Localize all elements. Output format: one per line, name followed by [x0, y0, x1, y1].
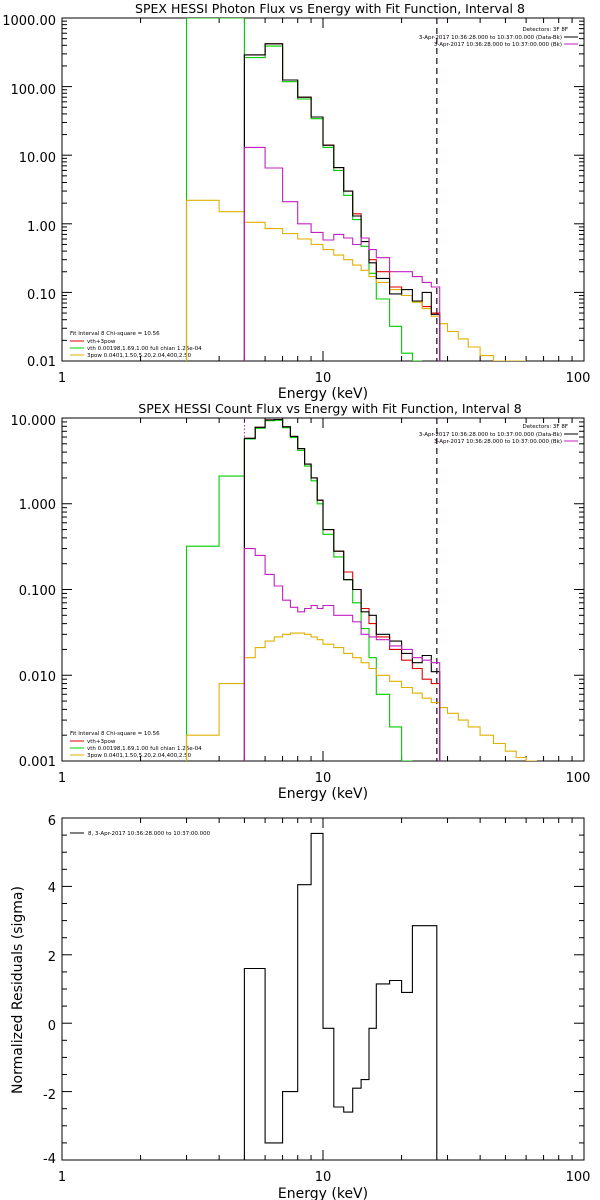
y-tick-label: 10.000: [11, 414, 57, 429]
y-tick-label: -2: [43, 1088, 56, 1103]
chart-title: SPEX HESSI Photon Flux vs Energy with Fi…: [135, 1, 525, 16]
x-tick-label: 1: [58, 371, 66, 386]
y-tick-label: 0.10: [27, 288, 56, 303]
y-tick-label: 0: [48, 1019, 56, 1034]
y-tick-labels: 0.01 0.10 1.00 10.00 100.00 1000.00: [2, 14, 56, 370]
y-tick-label: 10.00: [19, 151, 56, 166]
y-tick-label: 2: [48, 950, 56, 965]
y-tick-label: 0.100: [19, 584, 56, 599]
plot-frame: [61, 17, 585, 362]
x-tick-labels: 1 10 100: [58, 1170, 591, 1185]
series-line: [243, 43, 441, 361]
series-line: [243, 418, 441, 761]
plot-frame: [61, 417, 585, 762]
legend-header: Fit Interval 8 Chi-square = 10.56: [70, 731, 160, 737]
y-tick-label: 6: [48, 814, 56, 829]
y-tick-label: 1000.00: [2, 14, 56, 29]
series-line: [185, 199, 527, 361]
legend-entry: vth 0.00198,1.69,1.00 full chian 1.26e-0…: [87, 746, 202, 752]
x-tick-label: 1: [58, 771, 66, 786]
y-tick-label: -4: [43, 1152, 56, 1167]
y-tick-labels: 0.001 0.010 0.100 1.000 10.000: [11, 414, 57, 770]
x-tick-label: 100: [566, 771, 591, 786]
y-axis-label: Normalized Residuals (sigma): [10, 886, 26, 1094]
x-axis-label: Energy (keV): [278, 386, 368, 402]
legend-entry: 8, 3-Apr-2017 10:36:28.000 to 10:37:00.0…: [88, 831, 211, 837]
residuals-panel: 1 10 100 Energy (keV) Normalized Residua…: [10, 814, 590, 1200]
legend-header: Detectors: 3F 8F: [522, 424, 568, 430]
series-line: [185, 632, 537, 761]
series-line: [243, 418, 441, 761]
legend-entry: 3pow 0.0401,1.50,5.20,2.04,400,2.50: [87, 753, 192, 759]
legend-entry: 3pow 0.0401,1.50,5.20,2.04,400,2.50: [87, 353, 192, 359]
y-tick-label: 1.000: [19, 498, 56, 513]
y-tick-label: 4: [48, 881, 56, 896]
legend-header: Detectors: 3F 8F: [522, 27, 568, 33]
y-tick-label: 0.010: [19, 670, 56, 685]
legend-top: Detectors: 3F 8F 3-Apr-2017 10:36:28.000…: [419, 424, 578, 445]
x-tick-label: 1: [58, 1170, 66, 1185]
x-tick-label: 10: [315, 371, 332, 386]
series-line: [185, 419, 413, 761]
y-tick-label: 1.00: [27, 220, 56, 235]
y-tick-label: 0.001: [19, 755, 56, 770]
y-tick-label: 0.01: [27, 355, 56, 370]
legend-entry: 3-Apr-2017 10:36:28.000 to 10:37:00.000 …: [419, 35, 562, 41]
x-tick-labels: 1 10 100: [58, 371, 591, 386]
series-line: [243, 548, 441, 761]
x-tick-label: 10: [315, 771, 332, 786]
legend-entry: vth 0.00198,1.69,1.00 full chian 1.26e-0…: [87, 346, 202, 352]
photon-flux-panel: SPEX HESSI Photon Flux vs Energy with Fi…: [2, 1, 590, 402]
x-tick-labels: 1 10 100: [58, 771, 591, 786]
count-flux-panel: SPEX HESSI Count Flux vs Energy with Fit…: [11, 401, 591, 802]
legend-entry: vth+3pow: [87, 339, 116, 345]
legend-entry: vth+3pow: [87, 739, 116, 745]
series-line: [243, 43, 441, 361]
y-tick-label: 100.00: [11, 83, 57, 98]
x-tick-label: 100: [566, 1170, 591, 1185]
residual-legend: 8, 3-Apr-2017 10:36:28.000 to 10:37:00.0…: [70, 831, 211, 837]
x-tick-label: 100: [566, 371, 591, 386]
chart-title: SPEX HESSI Count Flux vs Energy with Fit…: [138, 401, 521, 416]
series-line: [243, 832, 438, 1160]
legend-entry: 3-Apr-2017 10:36:28.000 to 10:37:00.000 …: [434, 42, 562, 48]
x-tick-label: 10: [315, 1170, 332, 1185]
series-line: [185, 18, 423, 361]
y-tick-labels: -4 -2 0 2 4 6: [43, 814, 56, 1167]
legend-entry: 3-Apr-2017 10:36:28.000 to 10:37:00.000 …: [434, 439, 562, 445]
legend-bottom: Fit Interval 8 Chi-square = 10.56 vth+3p…: [70, 331, 202, 359]
legend-bottom: Fit Interval 8 Chi-square = 10.56 vth+3p…: [70, 731, 202, 759]
x-axis-label: Energy (keV): [278, 1186, 368, 1200]
x-axis-label: Energy (keV): [278, 786, 368, 802]
legend-top: Detectors: 3F 8F 3-Apr-2017 10:36:28.000…: [419, 27, 578, 48]
legend-entry: 3-Apr-2017 10:36:28.000 to 10:37:00.000 …: [419, 432, 562, 438]
series-line: [243, 146, 441, 361]
legend-header: Fit Interval 8 Chi-square = 10.56: [70, 331, 160, 337]
